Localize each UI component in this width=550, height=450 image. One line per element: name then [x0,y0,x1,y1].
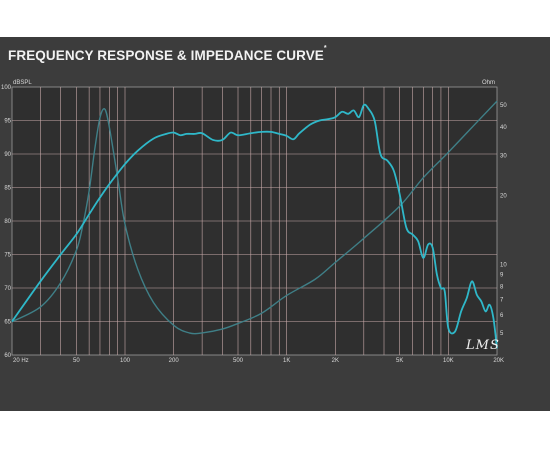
signature: LMS [466,338,500,353]
x-tick-label: 5K [396,358,403,364]
right-axis-unit: Ohm [482,80,495,86]
y-right-tick-label: 10 [500,262,507,268]
y-right-tick-label: 40 [500,125,507,131]
x-tick-label: 20 Hz [13,358,29,364]
frequency-response-curve [11,103,498,349]
y-left-tick-label: 60 [4,353,11,359]
y-right-tick-label: 20 [500,194,507,200]
y-left-tick-label: 80 [4,219,11,225]
left-axis-unit: dBSPL [13,80,32,86]
x-tick-label: 1K [283,358,290,364]
y-right-tick-label: 30 [500,154,507,160]
impedance-curve [11,100,498,335]
chart-panel: FREQUENCY RESPONSE & IMPEDANCE CURVE* dB… [0,37,550,411]
y-right-tick-label: 6 [500,313,504,319]
x-tick-label: 500 [233,358,244,364]
y-left-tick-label: 100 [1,85,12,91]
y-left-tick-label: 85 [4,186,11,192]
title-footnote-mark: * [323,45,327,52]
y-right-tick-label: 8 [500,284,504,290]
y-right-tick-label: 5 [500,331,504,337]
y-right-tick-label: 9 [500,273,504,279]
x-tick-label: 50 [73,358,80,364]
y-left-tick-label: 65 [4,320,11,326]
y-left-tick-label: 70 [4,286,11,292]
y-right-tick-label: 7 [500,298,504,304]
x-tick-label: 100 [120,358,131,364]
frequency-impedance-chart: dBSPL 60 65 70 75 80 85 90 95 100 Ohm 5 6 7 8 9 10 20 30 40… [1,80,507,364]
y-left-tick-label: 75 [4,253,11,259]
x-tick-label: 2K [332,358,339,364]
y-left-tick-label: 95 [4,119,11,125]
x-tick-label: 20K [493,358,504,364]
y-right-tick-label: 50 [500,103,507,109]
chart-title: FREQUENCY RESPONSE & IMPEDANCE CURVE* [8,45,327,63]
chart-title-text: FREQUENCY RESPONSE & IMPEDANCE CURVE [8,48,324,63]
x-tick-label: 10K [443,358,454,364]
x-tick-label: 200 [169,358,180,364]
y-left-tick-label: 90 [4,152,11,158]
